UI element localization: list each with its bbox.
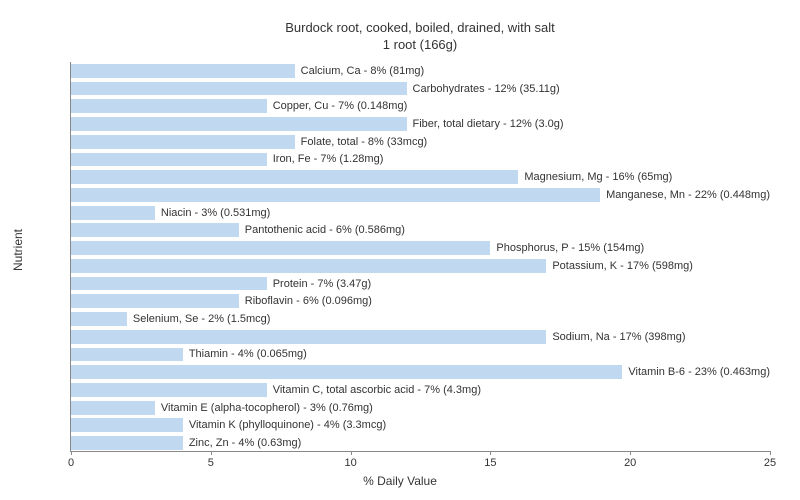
bar (71, 117, 407, 131)
bar-row: Folate, total - 8% (33mcg) (71, 135, 770, 149)
bar-row: Zinc, Zn - 4% (0.63mg) (71, 436, 770, 450)
bar-row: Potassium, K - 17% (598mg) (71, 259, 770, 273)
x-axis-label: % Daily Value (363, 474, 437, 488)
bar-row: Phosphorus, P - 15% (154mg) (71, 241, 770, 255)
bar-label: Selenium, Se - 2% (1.5mcg) (133, 313, 271, 325)
bar-row: Fiber, total dietary - 12% (3.0g) (71, 117, 770, 131)
y-axis-label: Nutrient (11, 229, 25, 271)
bar-row: Carbohydrates - 12% (35.11g) (71, 82, 770, 96)
bar-row: Vitamin B-6 - 23% (0.463mg) (71, 365, 770, 379)
bar-row: Selenium, Se - 2% (1.5mcg) (71, 312, 770, 326)
bar (71, 241, 490, 255)
x-tick: 25 (764, 457, 776, 469)
bar-label: Riboflavin - 6% (0.096mg) (245, 295, 372, 307)
bar-label: Protein - 7% (3.47g) (273, 278, 371, 290)
bar-label: Copper, Cu - 7% (0.148mg) (273, 100, 408, 112)
bar-row: Calcium, Ca - 8% (81mg) (71, 64, 770, 78)
bar-label: Fiber, total dietary - 12% (3.0g) (413, 118, 564, 130)
bar-row: Iron, Fe - 7% (1.28mg) (71, 153, 770, 167)
nutrient-chart: Burdock root, cooked, boiled, drained, w… (0, 0, 800, 500)
bar (71, 64, 295, 78)
bar-label: Phosphorus, P - 15% (154mg) (496, 242, 644, 254)
bar-label: Folate, total - 8% (33mcg) (301, 136, 428, 148)
bar-row: Copper, Cu - 7% (0.148mg) (71, 99, 770, 113)
x-tick: 10 (344, 457, 356, 469)
bar (71, 330, 546, 344)
bar-row: Riboflavin - 6% (0.096mg) (71, 294, 770, 308)
bar-label: Zinc, Zn - 4% (0.63mg) (189, 437, 301, 449)
bar (71, 135, 295, 149)
bar-label: Vitamin B-6 - 23% (0.463mg) (628, 366, 770, 378)
bar (71, 401, 155, 415)
bar-row: Thiamin - 4% (0.065mg) (71, 348, 770, 362)
bar-label: Magnesium, Mg - 16% (65mg) (524, 171, 672, 183)
bar-label: Iron, Fe - 7% (1.28mg) (273, 153, 384, 165)
bar (71, 223, 239, 237)
bar-label: Calcium, Ca - 8% (81mg) (301, 65, 424, 77)
bar (71, 312, 127, 326)
bar (71, 188, 600, 202)
bar-label: Vitamin K (phylloquinone) - 4% (3.3mcg) (189, 419, 386, 431)
bar (71, 436, 183, 450)
bar-row: Vitamin C, total ascorbic acid - 7% (4.3… (71, 383, 770, 397)
bar (71, 170, 518, 184)
bar (71, 365, 622, 379)
bar-label: Niacin - 3% (0.531mg) (161, 207, 270, 219)
chart-title-line2: 1 root (166g) (70, 37, 770, 52)
bar-label: Vitamin E (alpha-tocopherol) - 3% (0.76m… (161, 402, 373, 414)
bar (71, 294, 239, 308)
plot-area: 0510152025Calcium, Ca - 8% (81mg)Carbohy… (70, 62, 770, 452)
bar-row: Vitamin E (alpha-tocopherol) - 3% (0.76m… (71, 401, 770, 415)
bar (71, 383, 267, 397)
bar-label: Vitamin C, total ascorbic acid - 7% (4.3… (273, 384, 481, 396)
bar-label: Manganese, Mn - 22% (0.448mg) (606, 189, 770, 201)
bar-row: Niacin - 3% (0.531mg) (71, 206, 770, 220)
bar (71, 99, 267, 113)
x-tick: 5 (208, 457, 214, 469)
chart-title-line1: Burdock root, cooked, boiled, drained, w… (70, 20, 770, 35)
bar-row: Protein - 7% (3.47g) (71, 277, 770, 291)
bar (71, 206, 155, 220)
x-tick: 20 (624, 457, 636, 469)
bar-row: Magnesium, Mg - 16% (65mg) (71, 170, 770, 184)
bar-row: Manganese, Mn - 22% (0.448mg) (71, 188, 770, 202)
bar-row: Pantothenic acid - 6% (0.586mg) (71, 223, 770, 237)
bar-label: Sodium, Na - 17% (398mg) (552, 331, 685, 343)
bar-label: Thiamin - 4% (0.065mg) (189, 348, 307, 360)
bar-row: Vitamin K (phylloquinone) - 4% (3.3mcg) (71, 418, 770, 432)
bar-label: Pantothenic acid - 6% (0.586mg) (245, 224, 405, 236)
bar-label: Potassium, K - 17% (598mg) (552, 260, 693, 272)
x-tick: 0 (68, 457, 74, 469)
bar (71, 153, 267, 167)
bar-label: Carbohydrates - 12% (35.11g) (413, 83, 560, 95)
bar (71, 277, 267, 291)
x-tick: 15 (484, 457, 496, 469)
bar (71, 418, 183, 432)
bar (71, 82, 407, 96)
bar-row: Sodium, Na - 17% (398mg) (71, 330, 770, 344)
bar (71, 348, 183, 362)
bar (71, 259, 546, 273)
